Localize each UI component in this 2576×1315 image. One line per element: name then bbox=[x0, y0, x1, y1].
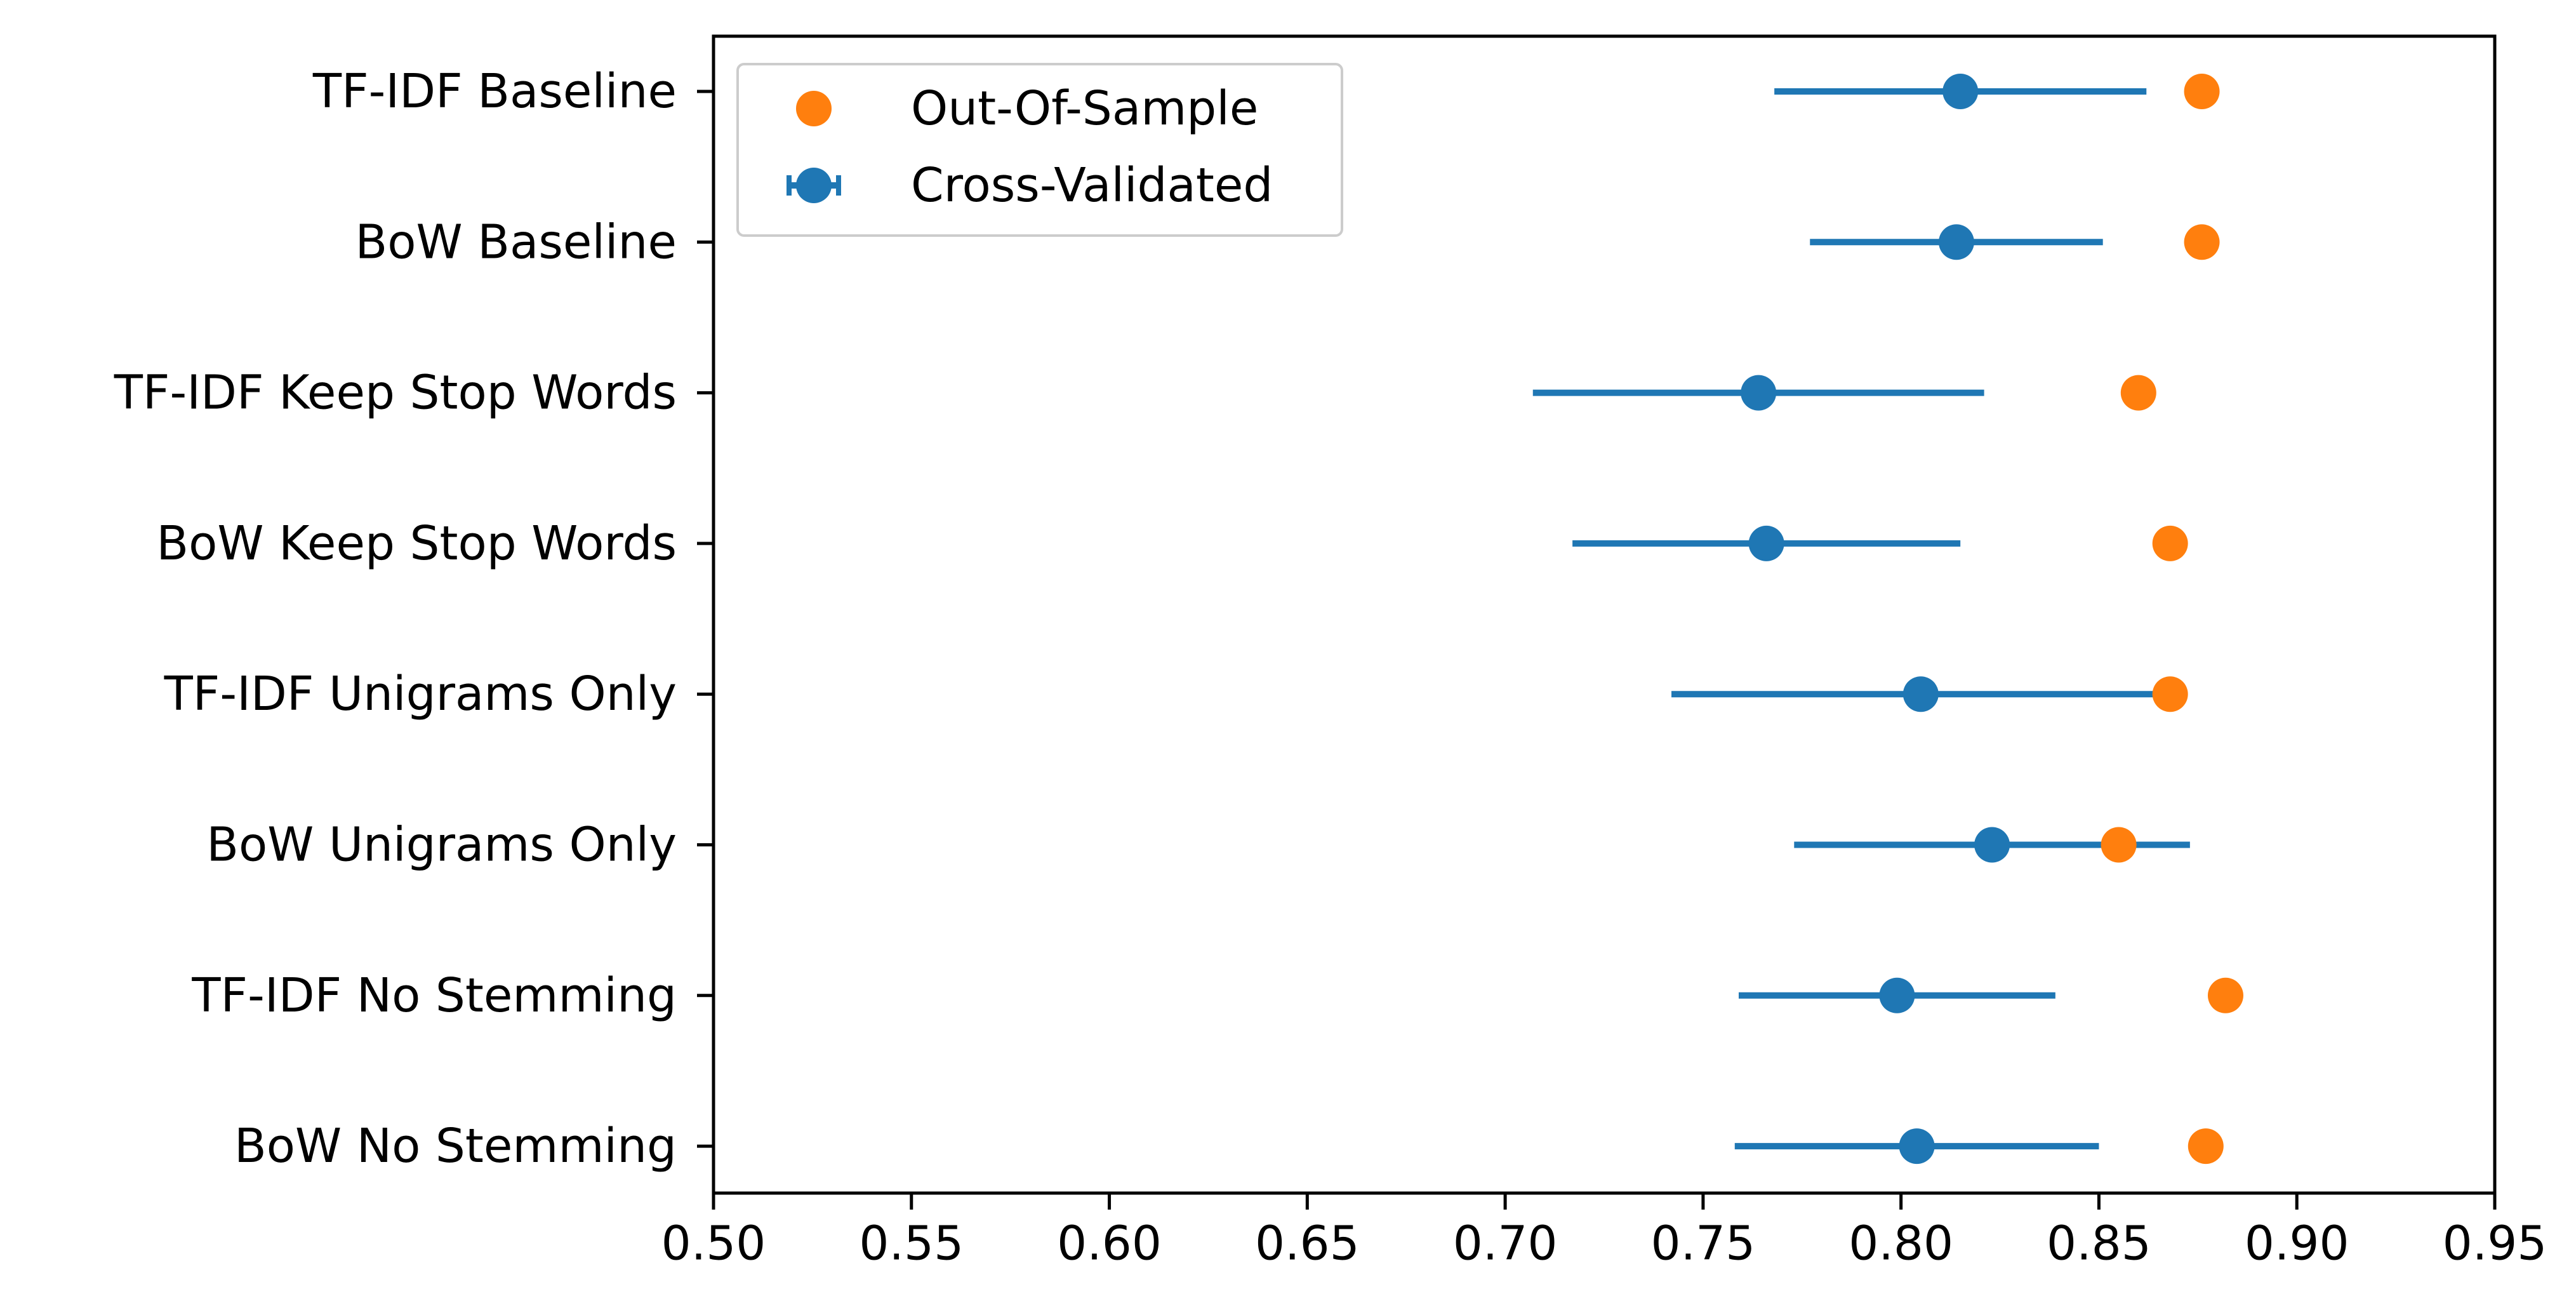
y-tick-label-tf-idf-keep-stop-words: TF-IDF Keep Stop Words bbox=[114, 366, 677, 420]
x-tick-label-0-60: 0.60 bbox=[1057, 1216, 1162, 1271]
point-cross-validated-bow-baseline bbox=[1938, 224, 1974, 260]
x-tick-label-0-90: 0.90 bbox=[2245, 1216, 2349, 1271]
y-tick-label-tf-idf-no-stemming: TF-IDF No Stemming bbox=[191, 968, 677, 1023]
x-tick-label-0-75: 0.75 bbox=[1651, 1216, 1756, 1271]
x-axis: 0.50 0.55 0.60 0.65 0.70 0.75 0.80 0.85 0.90 0.95 bbox=[661, 1193, 2547, 1271]
x-tick-label-0-95: 0.95 bbox=[2443, 1216, 2547, 1271]
legend-marker-out-of-sample bbox=[796, 91, 832, 126]
legend-label-out-of-sample: Out-Of-Sample bbox=[911, 81, 1258, 136]
y-tick-label-tf-idf-baseline: TF-IDF Baseline bbox=[312, 64, 677, 119]
point-out-of-sample-bow-no-stemming bbox=[2188, 1128, 2224, 1165]
point-cross-validated-bow-no-stemming bbox=[1899, 1128, 1935, 1165]
point-cross-validated-bow-unigrams-only bbox=[1974, 827, 2010, 863]
legend-label-cross-validated: Cross-Validated bbox=[911, 158, 1273, 213]
legend-marker-cross-validated bbox=[796, 168, 832, 203]
point-out-of-sample-tf-idf-unigrams-only bbox=[2152, 676, 2188, 712]
x-tick-label-0-50: 0.50 bbox=[661, 1216, 766, 1271]
point-cross-validated-tf-idf-baseline bbox=[1942, 74, 1979, 109]
point-out-of-sample-tf-idf-keep-stop-words bbox=[2120, 375, 2156, 411]
point-out-of-sample-tf-idf-baseline bbox=[2184, 74, 2220, 109]
x-tick-label-0-70: 0.70 bbox=[1453, 1216, 1558, 1271]
x-tick-label-0-85: 0.85 bbox=[2047, 1216, 2151, 1271]
x-tick-label-0-80: 0.80 bbox=[1849, 1216, 1953, 1271]
point-out-of-sample-bow-baseline bbox=[2184, 224, 2220, 260]
point-out-of-sample-bow-unigrams-only bbox=[2101, 827, 2137, 863]
point-cross-validated-tf-idf-unigrams-only bbox=[1902, 676, 1939, 712]
y-tick-label-bow-baseline: BoW Baseline bbox=[355, 215, 677, 269]
x-tick-label-0-65: 0.65 bbox=[1255, 1216, 1360, 1271]
y-axis: TF-IDF Baseline BoW Baseline TF-IDF Keep S… bbox=[114, 64, 714, 1173]
point-out-of-sample-tf-idf-no-stemming bbox=[2207, 977, 2243, 1013]
x-tick-label-0-55: 0.55 bbox=[859, 1216, 964, 1271]
point-cross-validated-bow-keep-stop-words bbox=[1748, 525, 1784, 561]
legend-box bbox=[736, 63, 1343, 237]
y-tick-label-bow-unigrams-only: BoW Unigrams Only bbox=[206, 818, 677, 872]
point-cross-validated-tf-idf-keep-stop-words bbox=[1741, 375, 1777, 411]
legend: Out-Of-Sample Cross-Validated bbox=[736, 63, 1343, 237]
data-layer bbox=[1532, 74, 2243, 1165]
y-tick-label-bow-no-stemming: BoW No Stemming bbox=[234, 1119, 677, 1173]
plot-frame bbox=[712, 34, 2497, 1195]
point-cross-validated-tf-idf-no-stemming bbox=[1879, 977, 1915, 1013]
y-tick-label-tf-idf-unigrams-only: TF-IDF Unigrams Only bbox=[164, 667, 677, 721]
y-tick-label-bow-keep-stop-words: BoW Keep Stop Words bbox=[156, 516, 677, 571]
point-out-of-sample-bow-keep-stop-words bbox=[2152, 525, 2188, 561]
